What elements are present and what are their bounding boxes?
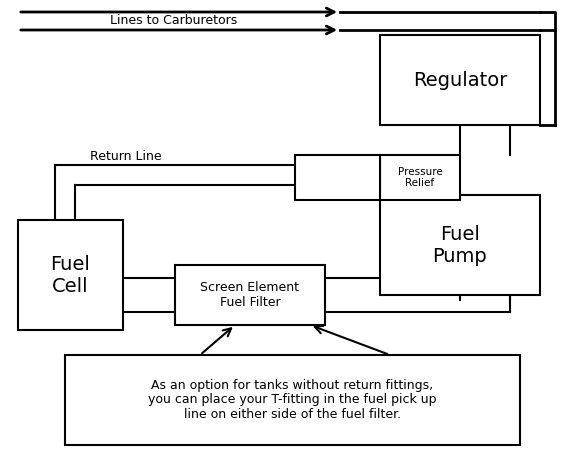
Text: Fuel
Pump: Fuel Pump: [433, 224, 488, 265]
Bar: [380, 195, 540, 295]
Text: Fuel
Cell: Fuel Cell: [51, 254, 91, 296]
Bar: [65, 355, 520, 445]
Bar: [18, 220, 123, 330]
Text: Return Line: Return Line: [90, 151, 162, 163]
Text: Lines to Carburetors: Lines to Carburetors: [110, 15, 237, 28]
Text: Pressure
Relief: Pressure Relief: [398, 167, 442, 188]
Text: As an option for tanks without return fittings,
you can place your T-fitting in : As an option for tanks without return fi…: [148, 379, 437, 421]
Bar: [295, 155, 380, 200]
Text: Regulator: Regulator: [413, 71, 507, 90]
Bar: [175, 265, 325, 325]
Text: Screen Element
Fuel Filter: Screen Element Fuel Filter: [200, 281, 300, 309]
Bar: [380, 155, 460, 200]
Bar: [380, 35, 540, 125]
